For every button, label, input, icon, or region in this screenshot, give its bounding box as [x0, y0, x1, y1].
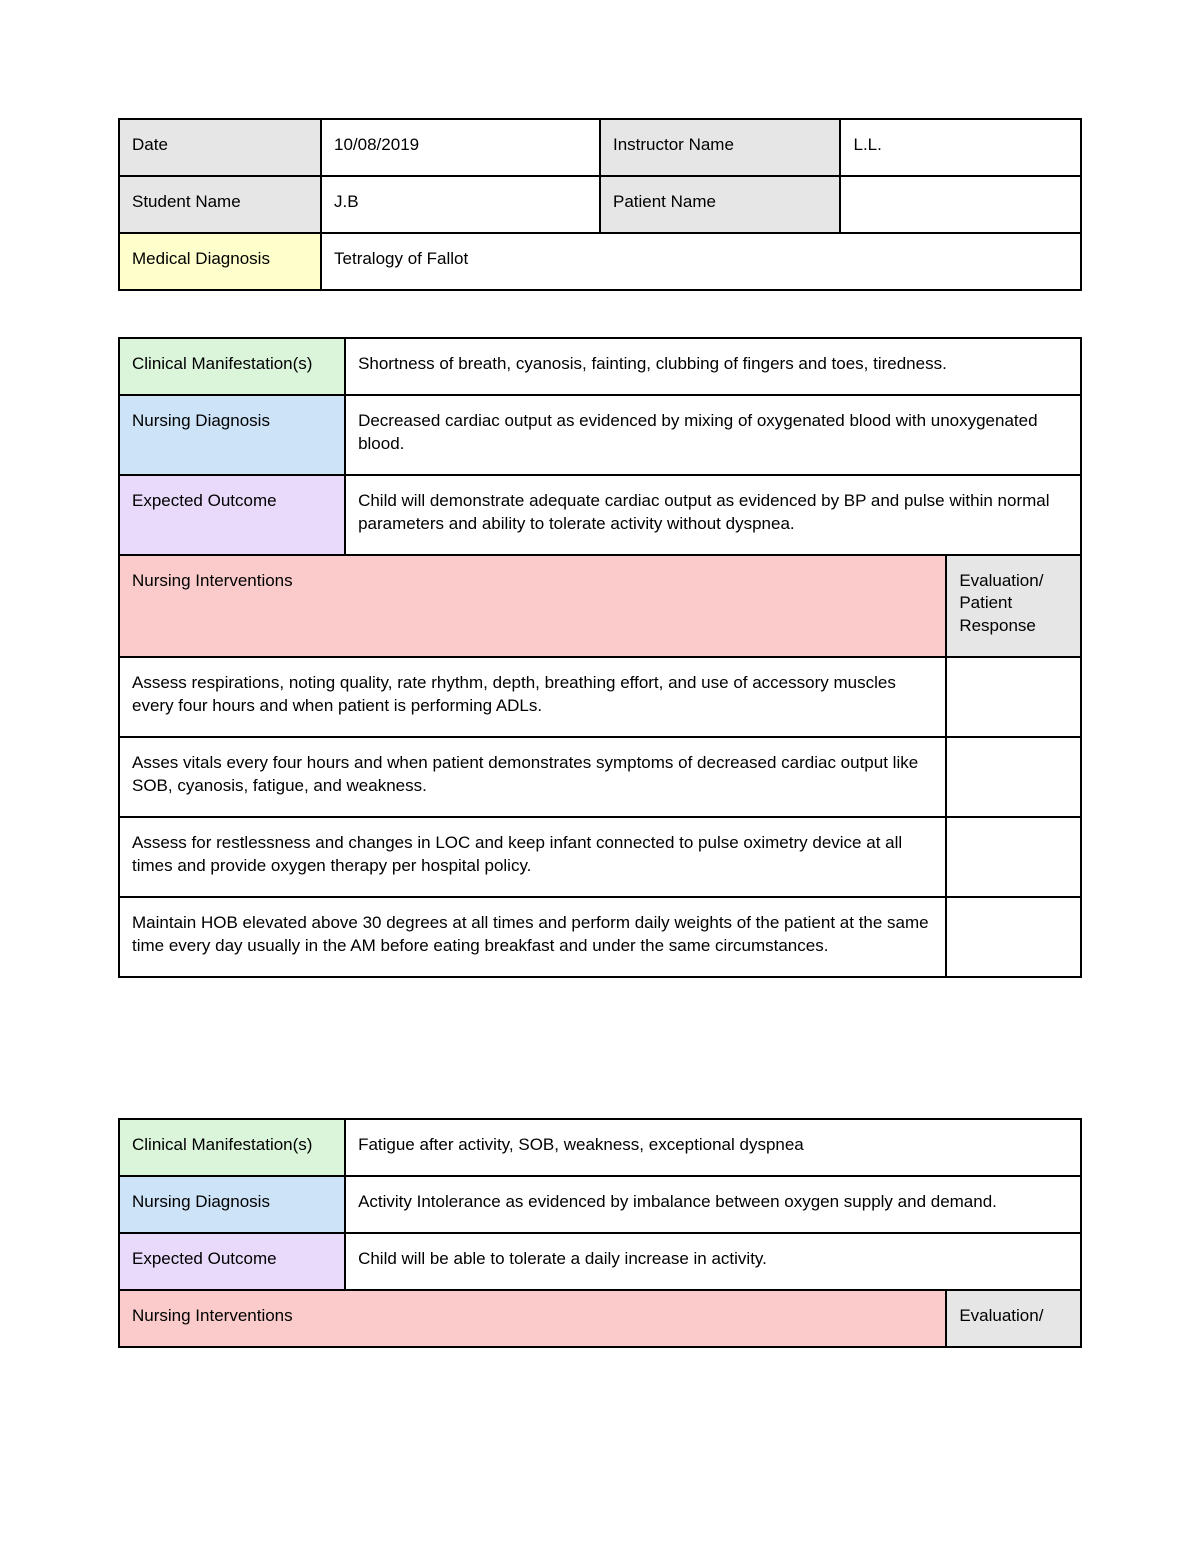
table-row: Expected Outcome Child will be able to t…	[119, 1233, 1081, 1290]
value-clinical-manifestation: Shortness of breath, cyanosis, fainting,…	[345, 338, 1081, 395]
value-expected-outcome: Child will be able to tolerate a daily i…	[345, 1233, 1081, 1290]
label-student: Student Name	[119, 176, 321, 233]
table-row: Assess respirations, noting quality, rat…	[119, 657, 1081, 737]
label-clinical-manifestation: Clinical Manifestation(s)	[119, 338, 345, 395]
value-date: 10/08/2019	[321, 119, 600, 176]
label-instructor: Instructor Name	[600, 119, 841, 176]
evaluation-cell	[946, 897, 1081, 977]
table-row: Student Name J.B Patient Name	[119, 176, 1081, 233]
table-row: Clinical Manifestation(s) Shortness of b…	[119, 338, 1081, 395]
value-diagnosis: Tetralogy of Fallot	[321, 233, 1081, 290]
label-nursing-interventions: Nursing Interventions	[119, 555, 946, 658]
table-row: Nursing Interventions Evaluation/ Patien…	[119, 555, 1081, 658]
table-row: Nursing Diagnosis Decreased cardiac outp…	[119, 395, 1081, 475]
evaluation-cell	[946, 737, 1081, 817]
value-instructor: L.L.	[840, 119, 1081, 176]
label-expected-outcome: Expected Outcome	[119, 1233, 345, 1290]
care-plan-table-1: Clinical Manifestation(s) Shortness of b…	[118, 337, 1082, 978]
label-diagnosis: Medical Diagnosis	[119, 233, 321, 290]
value-nursing-diagnosis: Activity Intolerance as evidenced by imb…	[345, 1176, 1081, 1233]
value-nursing-diagnosis: Decreased cardiac output as evidenced by…	[345, 395, 1081, 475]
care-plan-table-2: Clinical Manifestation(s) Fatigue after …	[118, 1118, 1082, 1348]
label-clinical-manifestation: Clinical Manifestation(s)	[119, 1119, 345, 1176]
label-nursing-diagnosis: Nursing Diagnosis	[119, 1176, 345, 1233]
table-row: Assess for restlessness and changes in L…	[119, 817, 1081, 897]
label-evaluation-response: Evaluation/	[946, 1290, 1081, 1347]
table-row: Clinical Manifestation(s) Fatigue after …	[119, 1119, 1081, 1176]
label-patient: Patient Name	[600, 176, 841, 233]
intervention-cell: Assess for restlessness and changes in L…	[119, 817, 946, 897]
evaluation-cell	[946, 817, 1081, 897]
intervention-cell: Asses vitals every four hours and when p…	[119, 737, 946, 817]
table-row: Maintain HOB elevated above 30 degrees a…	[119, 897, 1081, 977]
document-page: Date 10/08/2019 Instructor Name L.L. Stu…	[0, 0, 1200, 1408]
evaluation-cell	[946, 657, 1081, 737]
table-row: Nursing Interventions Evaluation/	[119, 1290, 1081, 1347]
value-student: J.B	[321, 176, 600, 233]
table-row: Date 10/08/2019 Instructor Name L.L.	[119, 119, 1081, 176]
header-table: Date 10/08/2019 Instructor Name L.L. Stu…	[118, 118, 1082, 291]
label-expected-outcome: Expected Outcome	[119, 475, 345, 555]
value-expected-outcome: Child will demonstrate adequate cardiac …	[345, 475, 1081, 555]
label-date: Date	[119, 119, 321, 176]
intervention-cell: Maintain HOB elevated above 30 degrees a…	[119, 897, 946, 977]
label-nursing-diagnosis: Nursing Diagnosis	[119, 395, 345, 475]
value-clinical-manifestation: Fatigue after activity, SOB, weakness, e…	[345, 1119, 1081, 1176]
label-nursing-interventions: Nursing Interventions	[119, 1290, 946, 1347]
table-row: Medical Diagnosis Tetralogy of Fallot	[119, 233, 1081, 290]
table-row: Nursing Diagnosis Activity Intolerance a…	[119, 1176, 1081, 1233]
table-row: Asses vitals every four hours and when p…	[119, 737, 1081, 817]
value-patient	[840, 176, 1081, 233]
table-row: Expected Outcome Child will demonstrate …	[119, 475, 1081, 555]
intervention-cell: Assess respirations, noting quality, rat…	[119, 657, 946, 737]
label-evaluation-response: Evaluation/ Patient Response	[946, 555, 1081, 658]
